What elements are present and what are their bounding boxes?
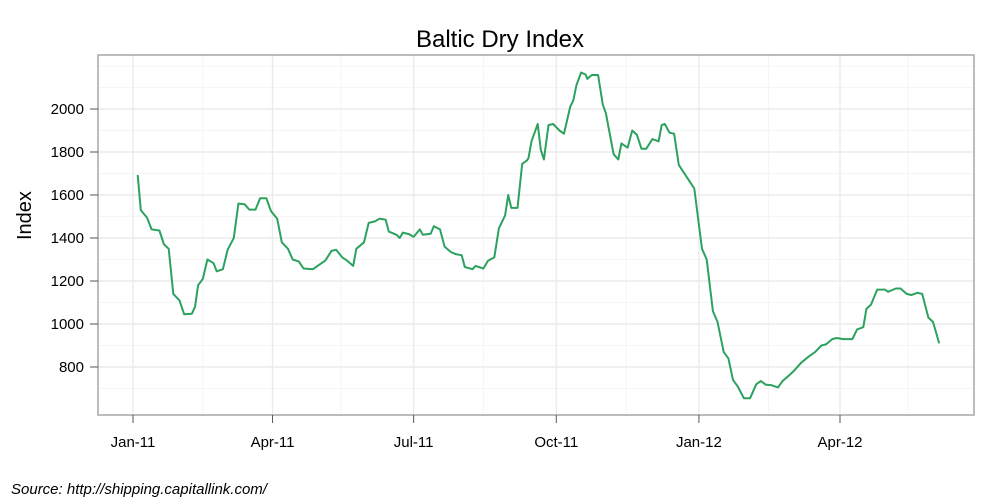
x-tick-label: Oct-11 (534, 434, 578, 451)
bdi-line (136, 71, 941, 400)
y-tick-label: 1000 (51, 316, 84, 333)
major-gridlines (98, 55, 974, 415)
chart-title: Baltic Dry Index (415, 26, 585, 53)
y-tick-label: 1400 (51, 230, 84, 247)
x-tick-label: Apr-11 (251, 434, 295, 451)
y-tick-label: 1200 (51, 273, 84, 290)
y-tick-label: 1800 (51, 144, 84, 161)
source-note: Source: http://shipping.capitallink.com/ (11, 481, 267, 498)
x-axis: Jan-11 Apr-11 Jul-11 Oct-11 Jan-12 Apr-12 (111, 415, 863, 451)
x-tick-label: Apr-12 (817, 434, 862, 451)
y-tick-label: 800 (59, 359, 84, 376)
plot-frame (97, 54, 975, 416)
y-axis: 800 1000 1200 1400 1600 1800 2000 (51, 101, 98, 376)
x-tick-label: Jan-12 (676, 434, 722, 451)
x-tick-label: Jan-11 (111, 434, 156, 451)
y-tick-label: 1600 (51, 187, 84, 204)
x-tick-label: Jul-11 (394, 434, 434, 451)
y-tick-label: 2000 (51, 101, 84, 118)
